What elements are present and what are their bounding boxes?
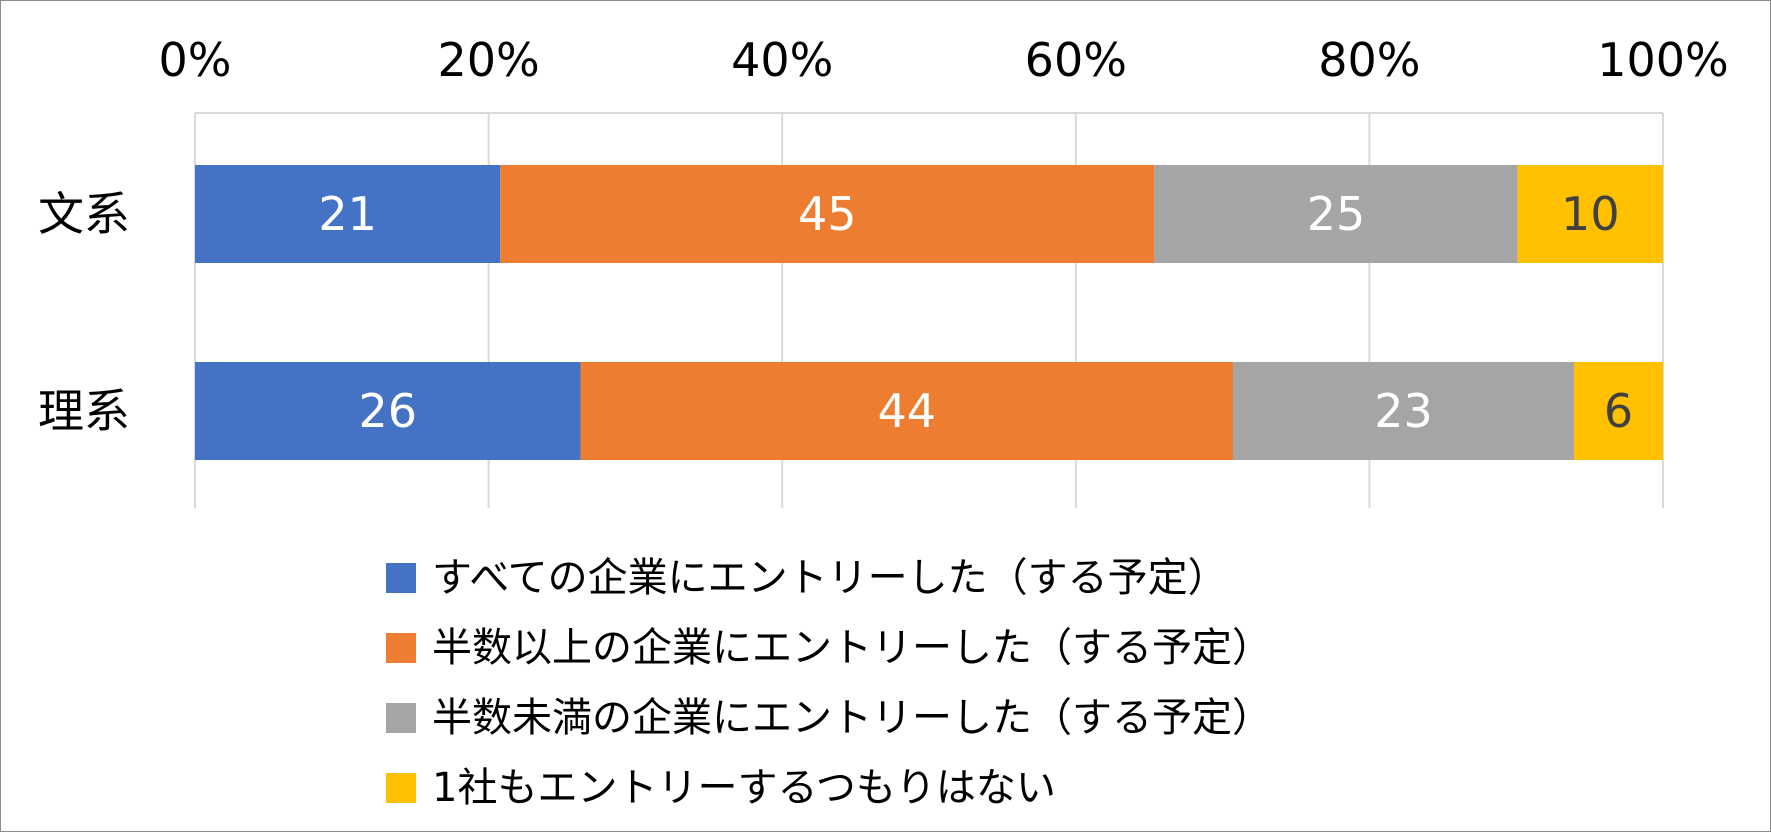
x-axis-tick-labels: 0% 20% 40% 60% 80% 100% [159, 33, 1729, 87]
data-label: 44 [877, 384, 936, 438]
x-tick-label: 100% [1597, 33, 1729, 87]
data-label: 6 [1604, 384, 1633, 438]
data-label: 25 [1307, 187, 1366, 241]
data-label: 10 [1561, 187, 1620, 241]
legend-label: すべての企業にエントリーした（する予定） [432, 555, 1228, 601]
legend-label: 半数未満の企業にエントリーした（する予定） [432, 695, 1272, 741]
x-tick-label: 80% [1318, 33, 1420, 87]
bars: 21 45 25 10 26 44 23 6 [195, 165, 1663, 460]
bar-segment [1517, 165, 1663, 263]
category-label: 理系 [38, 384, 130, 438]
legend-label: 1社もエントリーするつもりはない [432, 765, 1056, 811]
legend-swatch [386, 563, 416, 593]
bar-segment [1232, 362, 1575, 460]
data-label: 21 [318, 187, 377, 241]
category-label: 文系 [38, 187, 130, 241]
legend-swatch [386, 633, 416, 663]
bar-segment [195, 362, 581, 460]
x-tick-label: 60% [1025, 33, 1127, 87]
legend-item: すべての企業にエントリーした（する予定） [386, 555, 1228, 601]
bar-segment [195, 165, 501, 263]
legend-item: 1社もエントリーするつもりはない [386, 765, 1056, 811]
legend: すべての企業にエントリーした（する予定） 半数以上の企業にエントリーした（する予定… [386, 555, 1272, 811]
bar-segment [500, 165, 1155, 263]
x-tick-label: 20% [437, 33, 539, 87]
legend-item: 半数以上の企業にエントリーした（する予定） [386, 625, 1272, 671]
data-label: 45 [798, 187, 857, 241]
bar-segment [1574, 362, 1663, 460]
bar-segment [1154, 165, 1518, 263]
x-tick-label: 0% [159, 33, 232, 87]
legend-label: 半数以上の企業にエントリーした（する予定） [432, 625, 1272, 671]
x-tick-label: 40% [731, 33, 833, 87]
legend-swatch [386, 773, 416, 803]
legend-item: 半数未満の企業にエントリーした（する予定） [386, 695, 1272, 741]
legend-swatch [386, 703, 416, 733]
data-label: 26 [358, 384, 417, 438]
bar-segment [580, 362, 1233, 460]
data-label: 23 [1374, 384, 1433, 438]
